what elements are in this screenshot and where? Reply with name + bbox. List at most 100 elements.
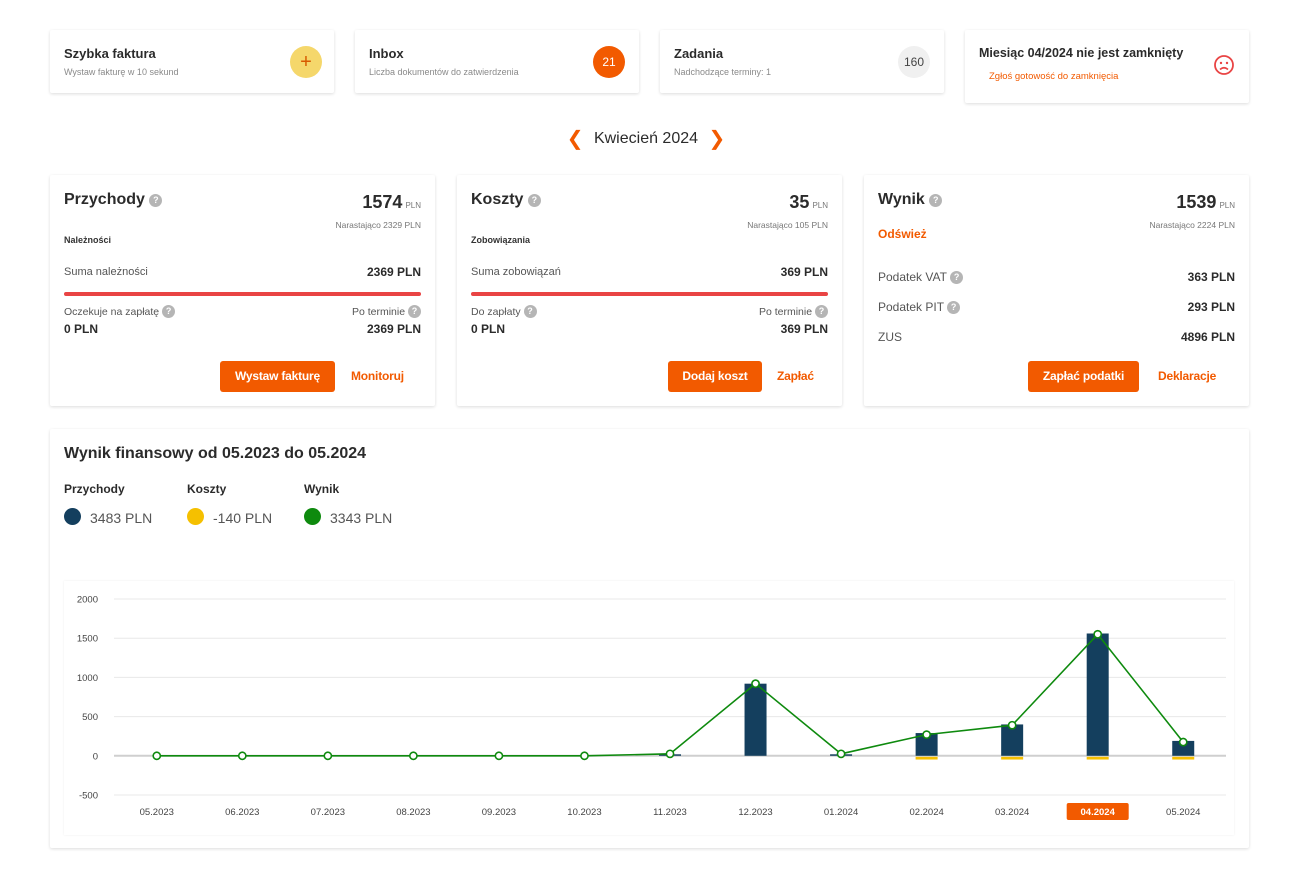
to-pay-value: 0 PLN	[471, 322, 506, 336]
overdue-value: 2369 PLN	[366, 322, 421, 336]
result-point	[323, 751, 333, 761]
to-pay-label: Do zapłaty ?	[471, 305, 537, 318]
quick-invoice-title: Szybka faktura	[64, 46, 156, 61]
inbox-count-badge: 21	[593, 46, 625, 78]
overdue-value: 369 PLN	[780, 322, 828, 336]
x-tick-label: 03.2024	[995, 807, 1029, 818]
revenue-title-text: Przychody	[64, 191, 145, 208]
help-icon[interactable]: ?	[947, 301, 961, 314]
chart-title: Wynik finansowy od 05.2023 do 05.2024	[64, 445, 367, 462]
current-month-label: Kwiecień 2024	[593, 130, 699, 147]
financial-result-chart-card: Wynik finansowy od 05.2023 do 05.2024 Pr…	[50, 429, 1249, 848]
overdue-label-text: Po terminie	[351, 306, 406, 318]
costs-amount-unit: PLN	[812, 201, 828, 210]
month-navigator: ❮ Kwiecień 2024 ❯	[0, 126, 1292, 151]
x-tick-label: 07.2023	[311, 807, 345, 818]
legend-revenue-label: Przychody	[64, 482, 125, 496]
issue-invoice-button[interactable]: Wystaw fakturę	[220, 361, 335, 392]
tasks-tile[interactable]: Zadania Nadchodzące terminy: 1 160	[660, 30, 944, 93]
result-title-text: Wynik	[878, 191, 925, 208]
declarations-link[interactable]: Deklaracje	[1158, 369, 1217, 383]
help-icon[interactable]: ?	[408, 305, 421, 318]
result-point	[152, 751, 162, 761]
overdue-label: Po terminie ?	[759, 305, 828, 318]
x-tick-label: 01.2024	[824, 807, 858, 818]
legend-revenue-dot[interactable]	[64, 508, 81, 525]
quick-invoice-subtitle: Wystaw fakturę w 10 sekund	[64, 67, 179, 77]
inbox-title: Inbox	[369, 46, 404, 61]
costs-amount-value: 35	[789, 192, 810, 212]
help-icon[interactable]: ?	[523, 305, 537, 318]
inbox-subtitle: Liczba dokumentów do zatwierdzenia	[369, 67, 519, 77]
quick-invoice-tile[interactable]: Szybka faktura Wystaw fakturę w 10 sekun…	[50, 30, 334, 93]
legend-costs-value: -140 PLN	[213, 510, 273, 526]
revenue-amount-unit: PLN	[405, 201, 421, 210]
result-amount: 1539 PLN	[1176, 192, 1235, 213]
help-icon[interactable]: ?	[950, 271, 964, 284]
help-icon[interactable]: ?	[162, 305, 176, 318]
next-month-chevron-icon[interactable]: ❯	[708, 128, 726, 150]
pending-payment-label: Oczekuje na zapłatę ?	[64, 305, 176, 318]
prev-month-chevron-icon[interactable]: ❮	[566, 128, 584, 150]
costs-amount: 35 PLN	[789, 192, 828, 213]
y-tick-label: 500	[82, 712, 98, 723]
y-tick-label: 1000	[77, 673, 98, 684]
y-tick-label: 0	[93, 751, 98, 762]
legend-result-dot[interactable]	[304, 508, 321, 525]
legend-revenue-value: 3483 PLN	[90, 510, 153, 526]
vat-label-text: Podatek VAT	[878, 270, 947, 284]
result-point	[665, 749, 675, 759]
result-point	[237, 751, 247, 761]
cost-bar	[1086, 756, 1109, 760]
month-status-title: Miesiąc 04/2024 nie jest zamknięty	[979, 46, 1184, 60]
plus-icon[interactable]: +	[290, 46, 322, 78]
costs-cumulative: Narastająco 105 PLN	[747, 220, 828, 230]
result-cumulative: Narastająco 2224 PLN	[1149, 220, 1235, 230]
help-icon[interactable]: ?	[929, 194, 943, 207]
cost-bar	[1001, 756, 1024, 760]
y-tick-label: 2000	[77, 595, 98, 606]
cost-bar	[915, 756, 938, 760]
x-tick-label: 04.2024	[1081, 807, 1116, 818]
x-tick-label: 05.2024	[1166, 807, 1200, 818]
zus-value: 4896 PLN	[1180, 330, 1235, 344]
pending-payment-value: 0 PLN	[64, 322, 99, 336]
result-point	[836, 749, 846, 759]
result-point	[408, 751, 418, 761]
x-tick-label: 12.2023	[738, 807, 772, 818]
help-icon[interactable]: ?	[815, 305, 828, 318]
result-card: Wynik ? 1539 PLN Narastająco 2224 PLN Odś…	[864, 175, 1249, 406]
vat-label: Podatek VAT ?	[878, 270, 964, 284]
x-tick-label: 06.2023	[225, 807, 259, 818]
report-ready-link[interactable]: Zgłoś gotowość do zamknięcia	[989, 71, 1119, 82]
x-tick-label: 02.2024	[909, 807, 943, 818]
x-tick-label: 05.2023	[140, 807, 174, 818]
revenue-title: Przychody ?	[64, 191, 163, 209]
liabilities-sum-label: Suma zobowiązań	[471, 266, 561, 278]
monitor-link[interactable]: Monitoruj	[351, 369, 404, 383]
pay-taxes-button[interactable]: Zapłać podatki	[1028, 361, 1139, 392]
x-tick-label: 09.2023	[482, 807, 516, 818]
pit-value: 293 PLN	[1187, 300, 1235, 314]
pit-label: Podatek PIT ?	[878, 300, 961, 314]
add-cost-button[interactable]: Dodaj koszt	[668, 361, 762, 392]
refresh-link[interactable]: Odśwież	[878, 227, 927, 241]
to-pay-label-text: Do zapłaty	[471, 306, 521, 318]
help-icon[interactable]: ?	[149, 194, 163, 207]
revenue-bar	[1172, 740, 1195, 756]
result-point	[751, 679, 760, 689]
result-line	[156, 633, 1184, 757]
legend-costs-dot[interactable]	[187, 508, 204, 525]
costs-title: Koszty ?	[471, 191, 541, 209]
cost-bar	[1172, 756, 1195, 760]
receivables-sum-label: Suma należności	[64, 266, 148, 278]
revenue-bar	[915, 733, 938, 756]
legend-result-label: Wynik	[304, 482, 340, 496]
pay-link[interactable]: Zapłać	[777, 369, 814, 383]
overdue-progress-bar	[64, 292, 421, 296]
legend-result-value: 3343 PLN	[330, 510, 393, 526]
result-amount-value: 1539	[1176, 192, 1217, 212]
inbox-tile[interactable]: Inbox Liczba dokumentów do zatwierdzenia…	[355, 30, 639, 93]
help-icon[interactable]: ?	[527, 194, 541, 207]
liabilities-heading: Zobowiązania	[471, 235, 531, 245]
